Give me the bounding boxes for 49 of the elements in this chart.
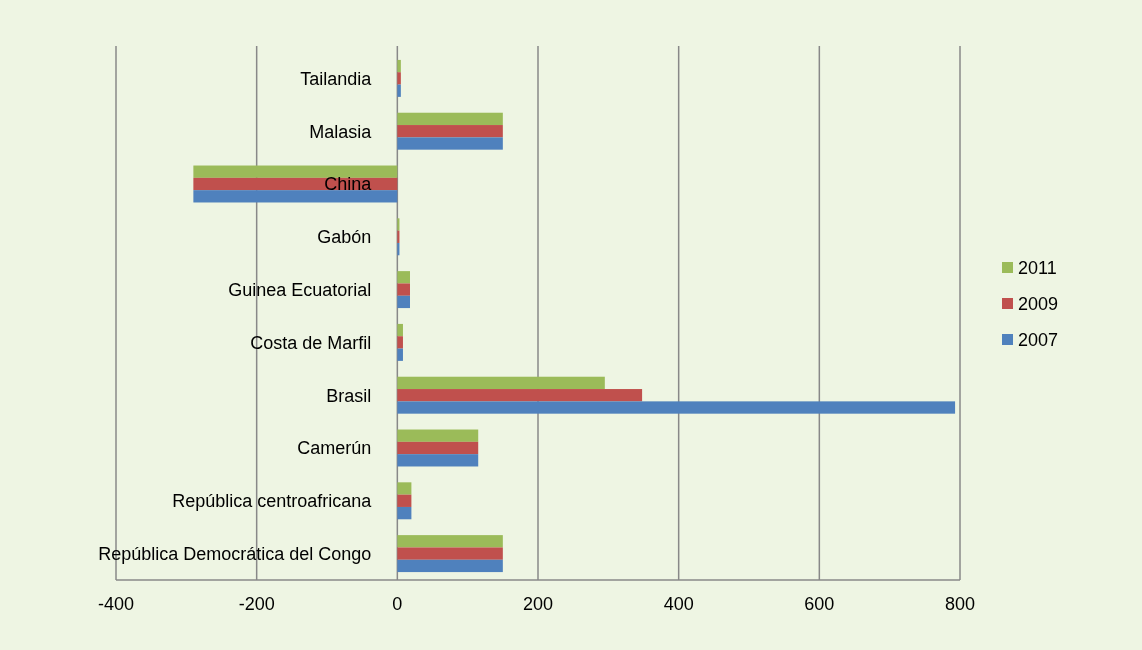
y-tick-label: Costa de Marfil bbox=[250, 332, 372, 353]
bar bbox=[397, 389, 643, 402]
bar bbox=[397, 230, 400, 243]
legend-label: 2011 bbox=[1018, 258, 1057, 279]
y-tick-label: Tailandia bbox=[300, 68, 373, 89]
bar bbox=[193, 165, 398, 178]
y-tick-label: República centroafricana bbox=[172, 491, 373, 512]
bar bbox=[397, 112, 503, 126]
bar bbox=[397, 482, 412, 495]
bar bbox=[397, 137, 503, 150]
bar bbox=[397, 242, 400, 256]
bar bbox=[397, 323, 403, 337]
y-tick-label: Gabón bbox=[317, 227, 372, 248]
bar bbox=[397, 348, 403, 361]
y-tick-label: Malasia bbox=[309, 121, 373, 142]
bar bbox=[397, 336, 403, 349]
bar bbox=[397, 506, 412, 520]
bar bbox=[193, 190, 398, 203]
y-tick-label: Brasil bbox=[326, 385, 372, 406]
y-tick-label: Guinea Ecuatorial bbox=[228, 279, 372, 300]
bar bbox=[397, 218, 400, 231]
bar bbox=[397, 271, 410, 284]
bar bbox=[397, 429, 479, 442]
bar bbox=[397, 454, 479, 467]
x-tick-label: 400 bbox=[663, 594, 694, 614]
x-tick-label: -200 bbox=[238, 594, 275, 614]
bar bbox=[397, 535, 503, 548]
x-tick-label: 200 bbox=[522, 594, 554, 614]
bar bbox=[397, 559, 503, 573]
bar bbox=[397, 84, 401, 97]
x-tick-label: 800 bbox=[944, 594, 976, 614]
x-tick-label: 0 bbox=[392, 594, 403, 614]
bar bbox=[397, 125, 503, 138]
legend-label: 2007 bbox=[1018, 330, 1059, 351]
bar bbox=[397, 441, 479, 455]
bar bbox=[397, 494, 412, 507]
bar bbox=[397, 295, 410, 309]
x-tick-label: 600 bbox=[804, 594, 835, 614]
bar bbox=[397, 59, 401, 73]
bar bbox=[397, 283, 410, 296]
bar bbox=[397, 376, 605, 390]
y-tick-label: Camerún bbox=[297, 438, 372, 459]
x-tick-label: -400 bbox=[97, 594, 135, 614]
bar bbox=[397, 547, 503, 560]
legend-label: 2009 bbox=[1018, 294, 1059, 315]
y-tick-label: República Democrática del Congo bbox=[98, 543, 372, 564]
y-tick-label: China bbox=[324, 174, 373, 195]
bar bbox=[397, 401, 956, 414]
bar bbox=[397, 72, 401, 85]
